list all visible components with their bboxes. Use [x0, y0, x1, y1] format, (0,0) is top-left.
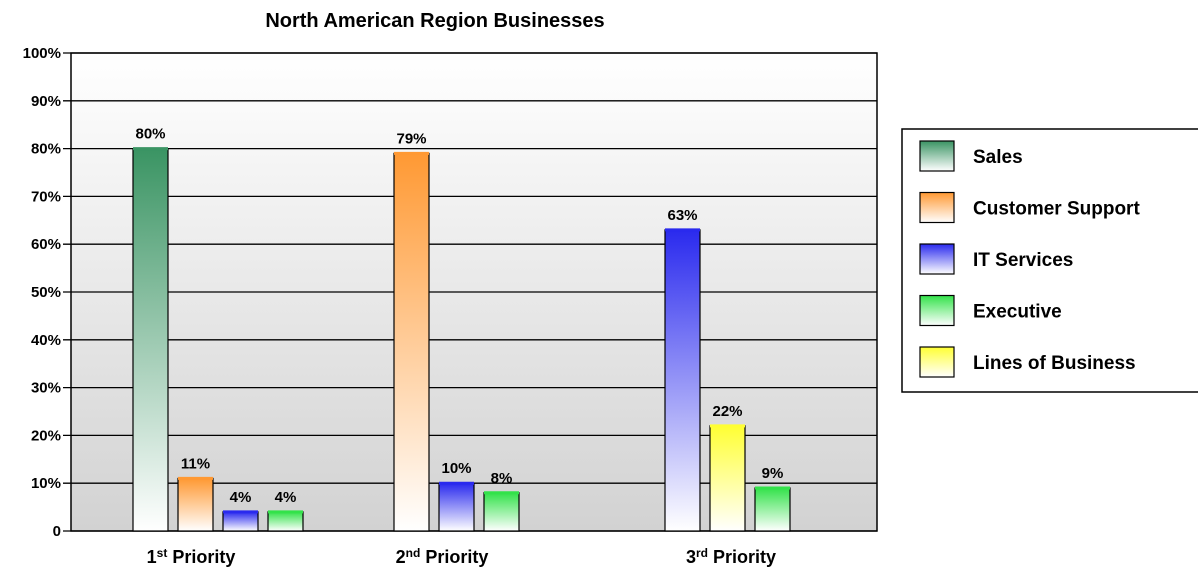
data-label: 22%	[712, 403, 742, 420]
data-labels: 80% 11% 4% 4% 79% 10% 8% 63% 22% 9%	[135, 126, 783, 506]
y-tick-label: 0	[53, 523, 61, 540]
bar-executive	[483, 492, 520, 532]
legend-label: Customer Support	[973, 199, 1140, 220]
bars	[132, 147, 791, 532]
data-label: 80%	[135, 126, 165, 143]
x-category-label: 1st Priority	[147, 546, 236, 567]
legend-swatch	[919, 294, 955, 327]
y-tick-label: 60%	[31, 236, 61, 253]
y-tick-label: 30%	[31, 380, 61, 397]
x-category-label: 3rd Priority	[686, 546, 776, 567]
x-category-label: 2nd Priority	[396, 546, 489, 567]
y-tick-label: 20%	[31, 427, 61, 444]
data-label: 11%	[181, 455, 210, 472]
y-tick-label: 80%	[31, 141, 61, 158]
y-axis-ticks: 0 10% 20% 30% 40% 50% 60% 70% 80% 90% 100%	[23, 45, 61, 540]
legend-swatch	[919, 243, 955, 275]
bar-it-services	[222, 511, 259, 532]
y-tick-label: 70%	[31, 188, 61, 205]
legend-swatch	[919, 191, 955, 224]
legend-label: Lines of Business	[973, 353, 1136, 374]
y-tick-label: 90%	[31, 93, 61, 110]
y-tick-label: 40%	[31, 332, 61, 349]
data-label: 4%	[230, 489, 252, 506]
data-label: 10%	[441, 460, 471, 477]
bar-lines-of-business	[709, 425, 746, 532]
y-tick-label: 10%	[31, 475, 61, 492]
y-tick-label: 50%	[31, 284, 61, 301]
data-label: 9%	[762, 465, 784, 482]
y-tick-label: 100%	[23, 45, 61, 62]
bar-executive	[754, 487, 791, 532]
bar-it-services	[438, 482, 475, 532]
bar-sales	[132, 148, 169, 532]
legend-label: Executive	[973, 302, 1062, 323]
bar-customer-support	[393, 152, 430, 532]
bar-customer-support	[177, 477, 214, 532]
bar-it-services	[664, 229, 701, 532]
data-label: 4%	[275, 489, 297, 506]
chart-title: North American Region Businesses	[265, 10, 604, 32]
bar-executive	[267, 511, 304, 532]
data-label: 79%	[396, 130, 426, 147]
legend: Sales Customer Support IT Services Executiv…	[901, 128, 1198, 393]
data-label: 63%	[667, 207, 697, 224]
legend-label: IT Services	[973, 250, 1073, 271]
data-label: 8%	[491, 470, 513, 487]
legend-label: Sales	[973, 147, 1023, 168]
legend-swatch	[919, 346, 955, 378]
legend-swatch	[919, 140, 955, 172]
x-axis-categories: 1st Priority 2nd Priority 3rd Priority	[147, 546, 776, 567]
